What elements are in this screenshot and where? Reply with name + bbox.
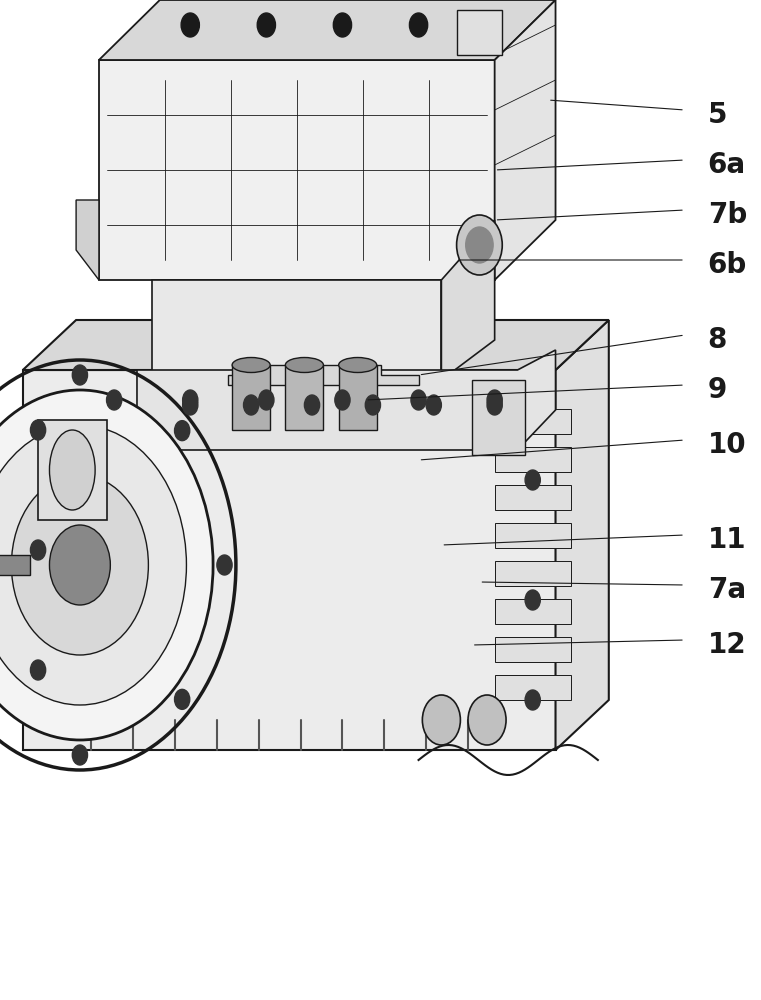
Text: 11: 11 xyxy=(708,526,747,554)
Bar xyxy=(339,365,377,430)
Polygon shape xyxy=(152,280,441,380)
Circle shape xyxy=(183,395,198,415)
Text: 12: 12 xyxy=(708,631,747,659)
Polygon shape xyxy=(76,200,99,280)
Polygon shape xyxy=(99,0,556,60)
Circle shape xyxy=(333,13,352,37)
Circle shape xyxy=(525,470,540,490)
Ellipse shape xyxy=(339,358,377,372)
Circle shape xyxy=(411,390,426,410)
Text: 6a: 6a xyxy=(708,151,746,179)
Bar xyxy=(495,561,571,586)
Text: 5: 5 xyxy=(708,101,728,129)
Circle shape xyxy=(304,395,320,415)
Circle shape xyxy=(525,590,540,610)
Circle shape xyxy=(72,365,88,385)
Circle shape xyxy=(257,13,275,37)
Text: 9: 9 xyxy=(708,376,727,404)
Circle shape xyxy=(174,421,189,441)
Ellipse shape xyxy=(457,215,502,275)
Circle shape xyxy=(49,525,110,605)
Circle shape xyxy=(30,540,46,560)
Circle shape xyxy=(335,390,350,410)
Circle shape xyxy=(217,555,232,575)
Polygon shape xyxy=(99,60,495,280)
Bar xyxy=(472,380,525,455)
Circle shape xyxy=(409,13,428,37)
Circle shape xyxy=(11,475,148,655)
Circle shape xyxy=(365,395,380,415)
Bar xyxy=(495,675,571,700)
Circle shape xyxy=(487,390,502,410)
Circle shape xyxy=(181,13,199,37)
Polygon shape xyxy=(441,220,495,380)
Bar xyxy=(495,637,571,662)
Polygon shape xyxy=(137,350,556,450)
Circle shape xyxy=(259,390,274,410)
Circle shape xyxy=(0,425,186,705)
Bar xyxy=(0,555,30,575)
Circle shape xyxy=(487,395,502,415)
Circle shape xyxy=(244,395,259,415)
Polygon shape xyxy=(556,320,609,750)
Bar xyxy=(495,523,571,548)
Text: 7b: 7b xyxy=(708,201,747,229)
Bar xyxy=(232,365,270,430)
Circle shape xyxy=(72,745,88,765)
Circle shape xyxy=(30,660,46,680)
Circle shape xyxy=(525,690,540,710)
Text: 7a: 7a xyxy=(708,576,746,604)
Polygon shape xyxy=(23,370,556,750)
Circle shape xyxy=(466,227,493,263)
Ellipse shape xyxy=(49,430,95,510)
Text: 6b: 6b xyxy=(708,251,747,279)
Circle shape xyxy=(183,390,198,410)
Circle shape xyxy=(468,695,506,745)
Circle shape xyxy=(30,420,46,440)
Bar xyxy=(457,10,502,55)
Bar xyxy=(495,447,571,472)
Ellipse shape xyxy=(285,358,323,372)
Text: 10: 10 xyxy=(708,431,747,459)
Bar xyxy=(495,409,571,434)
Bar xyxy=(495,599,571,624)
Bar xyxy=(495,485,571,510)
Circle shape xyxy=(422,695,460,745)
Bar xyxy=(38,420,107,520)
Circle shape xyxy=(174,689,189,709)
Text: 8: 8 xyxy=(708,326,727,354)
Polygon shape xyxy=(228,365,419,385)
Bar xyxy=(285,365,323,430)
Circle shape xyxy=(107,390,122,410)
Circle shape xyxy=(0,390,213,740)
Polygon shape xyxy=(23,320,609,370)
Ellipse shape xyxy=(232,358,270,372)
Circle shape xyxy=(426,395,441,415)
Polygon shape xyxy=(495,0,556,280)
